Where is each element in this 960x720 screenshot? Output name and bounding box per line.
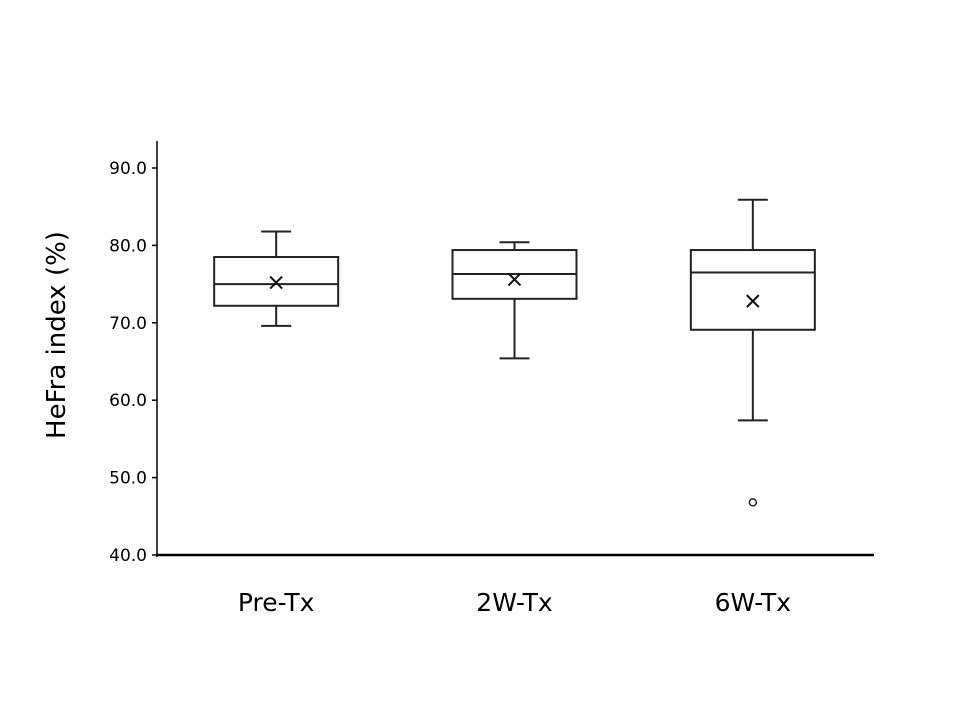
- interquartile-box: [689, 249, 816, 331]
- outlier-point: [748, 498, 758, 507]
- y-axis-ticks: 40.0 50.0 60.0 70.0 80.0 90.0: [109, 159, 157, 566]
- mean-marker-stroke: [746, 294, 760, 308]
- mean-marker: [269, 275, 283, 290]
- y-tick-label: 90.0: [109, 159, 147, 179]
- y-axis-title: HeFra index (%): [42, 231, 72, 439]
- box-series: [213, 198, 816, 507]
- box-group: [451, 241, 578, 360]
- x-category-label: 6W-Tx: [715, 588, 791, 617]
- y-tick-label: 70.0: [109, 314, 147, 334]
- y-tick-label: 40.0: [109, 546, 147, 566]
- x-category-label: Pre-Tx: [238, 588, 315, 617]
- mean-marker: [746, 294, 760, 308]
- mean-marker-stroke: [507, 272, 522, 287]
- mean-marker-stroke: [269, 275, 283, 290]
- box-group: [213, 230, 340, 327]
- x-axis-labels: Pre-Tx 2W-Tx 6W-Tx: [238, 588, 791, 617]
- y-tick-label: 50.0: [109, 469, 147, 489]
- y-tick-label: 60.0: [109, 391, 147, 411]
- x-category-label: 2W-Tx: [476, 588, 552, 617]
- y-tick-label: 80.0: [109, 236, 147, 256]
- box-group: [689, 198, 816, 507]
- mean-marker: [507, 272, 522, 287]
